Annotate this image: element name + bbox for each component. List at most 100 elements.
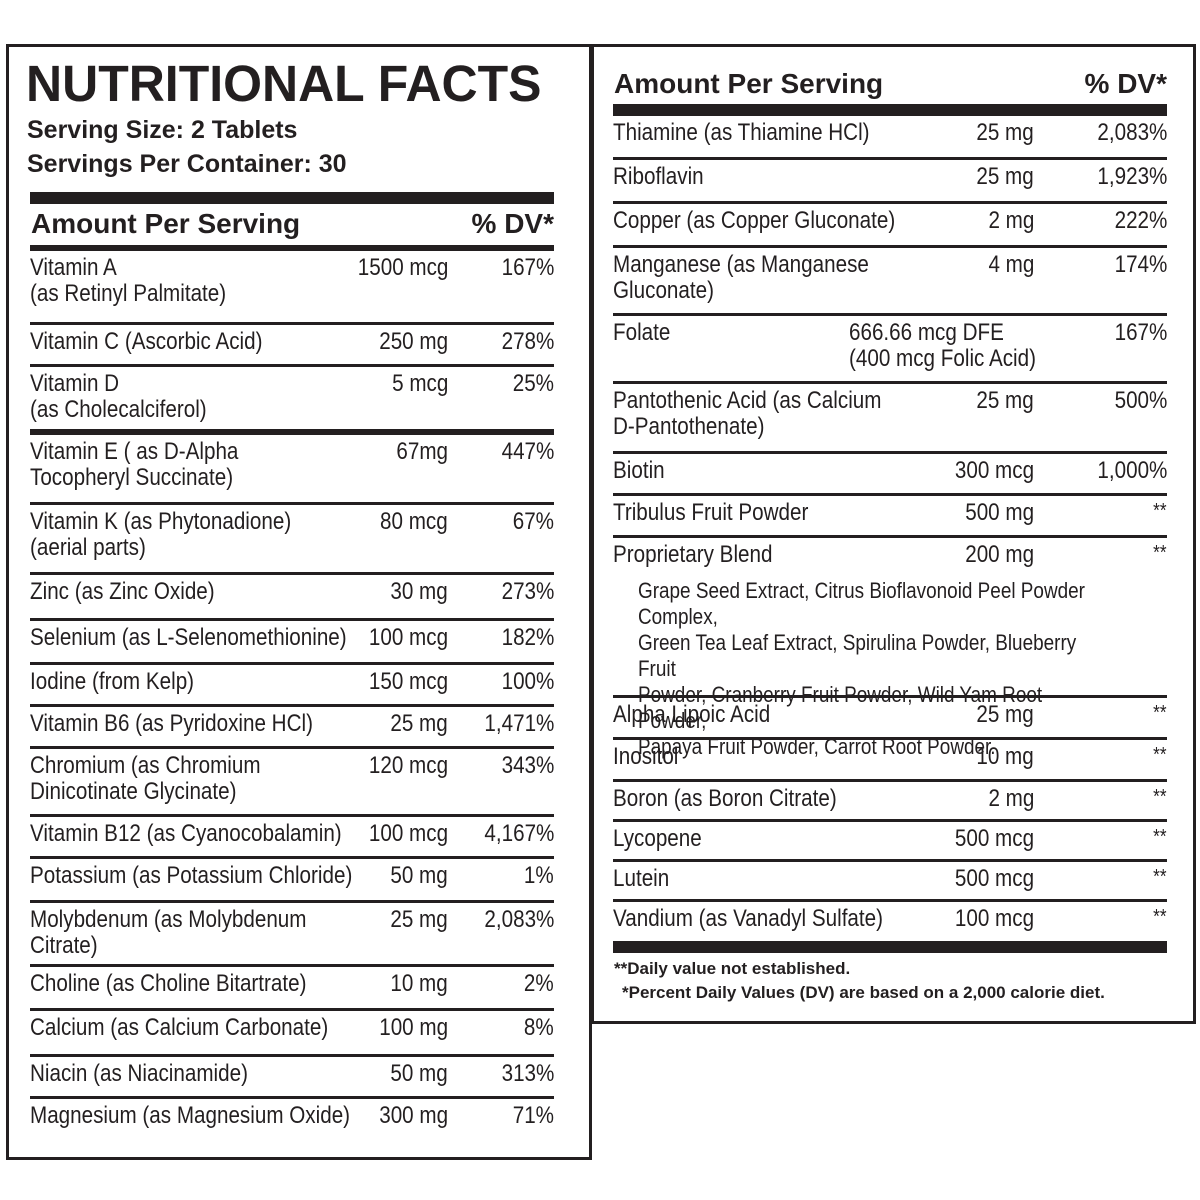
nutrient-daily-value: 167% <box>1114 319 1167 346</box>
nutrient-row: Proprietary Blend 200 mg ** Grape Seed Extr… <box>613 538 1167 759</box>
nutrient-name: Vitamin K (as Phytonadione) (aerial part… <box>30 508 292 561</box>
footnote-dv-not-established: **Daily value not established. <box>614 959 851 978</box>
nutrient-amount: 67mg <box>396 438 448 465</box>
nutrient-row: Folate 666.66 mcg DFE (400 mcg Folic Acid… <box>613 316 1167 384</box>
nutrient-row: Chromium (as Chromium Dinicotinate Glyci… <box>30 749 554 817</box>
nutrient-amount: 500 mcg <box>954 865 1034 892</box>
nutrient-name: Vitamin A (as Retinyl Palmitate) <box>30 254 227 307</box>
nutrient-amount: 500 mg <box>965 499 1034 526</box>
nutrient-amount: 100 mcg <box>954 905 1034 932</box>
right-header-bar <box>613 104 1167 116</box>
nutrient-name: Molybdenum (as Molybdenum Citrate) <box>30 906 307 959</box>
footnote-percent-daily-values: *Percent Daily Values (DV) are based on … <box>622 983 1105 1002</box>
nutrient-row: Copper (as Copper Gluconate) 2 mg 222% <box>613 204 1167 248</box>
nutrient-row: Vandium (as Vanadyl Sulfate) 100 mcg ** <box>613 902 1167 944</box>
nutrient-name: Boron (as Boron Citrate) <box>613 785 837 812</box>
nutrient-amount: 80 mcg <box>380 508 448 535</box>
nutrient-row: Tribulus Fruit Powder 500 mg ** <box>613 496 1167 538</box>
nutrient-amount: 25 mg <box>390 710 448 737</box>
nutrient-amount: 666.66 mcg DFE (400 mcg Folic Acid) <box>849 319 1036 372</box>
nutrient-daily-value: 100% <box>501 668 554 695</box>
nutrient-amount: 100 mcg <box>368 820 448 847</box>
nutrient-row: Iodine (from Kelp) 150 mcg 100% <box>30 665 554 707</box>
nutrient-daily-value: ** <box>1153 906 1167 928</box>
nutrient-row: Choline (as Choline Bitartrate) 10 mg 2% <box>30 967 554 1011</box>
nutrient-daily-value: 313% <box>501 1060 554 1087</box>
nutrient-amount: 10 mg <box>976 743 1034 770</box>
nutrient-row: Zinc (as Zinc Oxide) 30 mg 273% <box>30 575 554 621</box>
nutrient-row: Potassium (as Potassium Chloride) 50 mg 1% <box>30 859 554 903</box>
nutrient-row: Vitamin B6 (as Pyridoxine HCl) 25 mg 1,471… <box>30 707 554 749</box>
nutrient-row: Vitamin C (Ascorbic Acid) 250 mg 278% <box>30 325 554 367</box>
nutrient-daily-value: ** <box>1153 744 1167 766</box>
nutrient-daily-value: ** <box>1153 786 1167 808</box>
nutrient-name: Calcium (as Calcium Carbonate) <box>30 1014 329 1041</box>
nutrient-row: Lutein 500 mcg ** <box>613 862 1167 902</box>
nutrient-amount: 25 mg <box>976 387 1034 414</box>
left-header-bottom-bar <box>30 245 554 251</box>
nutrient-row: Vitamin B12 (as Cyanocobalamin) 100 mcg 4,… <box>30 817 554 859</box>
nutrient-amount: 10 mg <box>390 970 448 997</box>
right-amount-header: Amount Per Serving <box>614 68 884 99</box>
nutrient-daily-value: 71% <box>512 1102 554 1129</box>
nutrient-row: Vitamin D (as Cholecalciferol) 5 mcg 25% <box>30 367 554 435</box>
nutrient-daily-value: 67% <box>512 508 554 535</box>
nutrient-amount: 300 mcg <box>954 457 1034 484</box>
nutrient-amount: 4 mg <box>988 251 1034 278</box>
nutrient-name: Lycopene <box>613 825 702 852</box>
nutrient-daily-value: 167% <box>501 254 554 281</box>
left-facts-panel <box>6 44 592 1160</box>
nutrient-name: Vitamin E ( as D-Alpha Tocopheryl Succin… <box>30 438 239 491</box>
nutrient-daily-value: 278% <box>501 328 554 355</box>
nutrient-row: Lycopene 500 mcg ** <box>613 822 1167 862</box>
nutrient-row: Vitamin E ( as D-Alpha Tocopheryl Succin… <box>30 435 554 505</box>
nutrient-name: Vitamin B6 (as Pyridoxine HCl) <box>30 710 313 737</box>
nutrient-name: Vitamin D (as Cholecalciferol) <box>30 370 207 423</box>
nutrient-amount: 2 mg <box>988 785 1034 812</box>
nutrient-name: Potassium (as Potassium Chloride) <box>30 862 353 889</box>
nutrient-daily-value: 1,923% <box>1096 163 1167 190</box>
nutrient-name: Vitamin C (Ascorbic Acid) <box>30 328 263 355</box>
nutrient-row: Alpha Lipoic Acid 25 mg ** <box>613 698 1167 740</box>
nutrient-daily-value: 174% <box>1114 251 1167 278</box>
nutrient-name: Niacin (as Niacinamide) <box>30 1060 248 1087</box>
nutrient-daily-value: 2% <box>524 970 554 997</box>
nutrient-row: Vitamin A (as Retinyl Palmitate) 1500 mcg… <box>30 251 554 325</box>
nutrient-daily-value: 1% <box>524 862 554 889</box>
nutrient-row: Selenium (as L-Selenomethionine) 100 mcg 1… <box>30 621 554 665</box>
nutrient-name: Iodine (from Kelp) <box>30 668 195 695</box>
nutrient-daily-value: ** <box>1153 702 1167 724</box>
nutrient-row: Riboflavin 25 mg 1,923% <box>613 160 1167 204</box>
nutrient-amount: 300 mg <box>379 1102 448 1129</box>
nutrient-row: Boron (as Boron Citrate) 2 mg ** <box>613 782 1167 822</box>
left-amount-header: Amount Per Serving <box>31 208 301 239</box>
nutrient-daily-value: 2,083% <box>483 906 554 933</box>
right-dv-header: % DV* <box>1084 68 1167 99</box>
nutrient-amount: 500 mcg <box>954 825 1034 852</box>
facts-title: NUTRITIONAL FACTS <box>26 55 542 112</box>
right-bottom-bar <box>613 941 1167 953</box>
nutrient-amount: 200 mg <box>965 541 1034 568</box>
nutrient-daily-value: 2,083% <box>1096 119 1167 146</box>
serving-size: Serving Size: 2 Tablets <box>27 116 298 144</box>
nutrient-row: Vitamin K (as Phytonadione) (aerial part… <box>30 505 554 575</box>
nutrient-amount: 120 mcg <box>368 752 448 779</box>
nutrient-amount: 100 mg <box>379 1014 448 1041</box>
nutrient-name: Pantothenic Acid (as Calcium D-Pantothen… <box>613 387 882 440</box>
nutrient-name: Selenium (as L-Selenomethionine) <box>30 624 347 651</box>
nutrient-row: Calcium (as Calcium Carbonate) 100 mg 8% <box>30 1011 554 1057</box>
nutrient-name: Vandium (as Vanadyl Sulfate) <box>613 905 883 932</box>
nutrient-amount: 50 mg <box>390 1060 448 1087</box>
nutrient-row: Biotin 300 mcg 1,000% <box>613 454 1167 496</box>
nutrient-daily-value: ** <box>1153 542 1167 564</box>
nutrient-daily-value: 343% <box>501 752 554 779</box>
nutrient-name: Alpha Lipoic Acid <box>613 701 771 728</box>
nutrient-daily-value: 1,000% <box>1096 457 1167 484</box>
nutrient-daily-value: 1,471% <box>483 710 554 737</box>
nutrient-amount: 2 mg <box>988 207 1034 234</box>
nutrient-name: Riboflavin <box>613 163 704 190</box>
nutrient-row: Niacin (as Niacinamide) 50 mg 313% <box>30 1057 554 1099</box>
nutrient-name: Folate <box>613 319 671 346</box>
nutrient-name: Lutein <box>613 865 670 892</box>
nutrient-amount: 25 mg <box>976 163 1034 190</box>
